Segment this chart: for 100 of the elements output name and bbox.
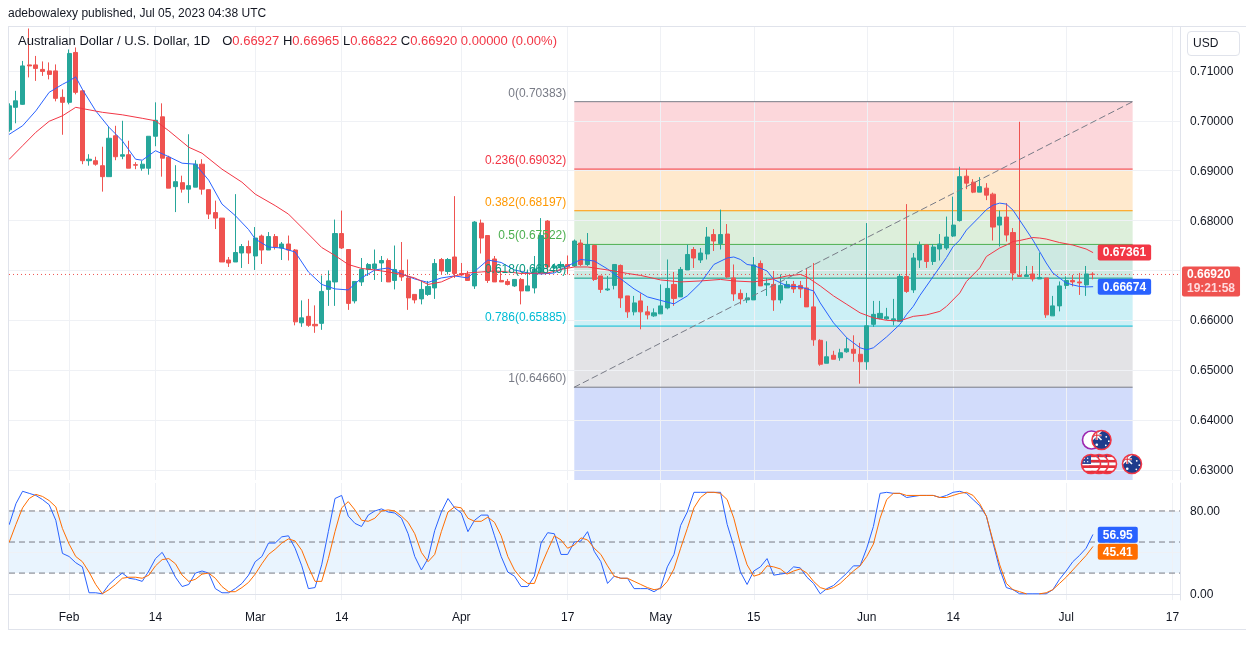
candlestick bbox=[40, 60, 45, 77]
candlestick bbox=[924, 243, 929, 269]
candlestick bbox=[698, 247, 703, 264]
candlestick bbox=[153, 101, 158, 147]
candlestick bbox=[1070, 274, 1075, 287]
candlestick bbox=[632, 295, 637, 316]
candlestick bbox=[67, 48, 72, 105]
ref-line-label: 0.66920 bbox=[1187, 267, 1231, 282]
ref-line-label: 0.382(0.68197) bbox=[484, 194, 567, 209]
candlestick bbox=[266, 231, 271, 251]
x-tick-label: 14 bbox=[148, 610, 163, 624]
candlestick bbox=[711, 228, 716, 252]
candlestick bbox=[638, 292, 643, 330]
candlestick bbox=[971, 178, 976, 194]
x-tick-label: 15 bbox=[747, 610, 761, 624]
text: adebowalexy published, Jul 05, 2023 04:38 UTC bbox=[8, 5, 267, 21]
candlestick bbox=[113, 125, 118, 161]
x-tick-label: 17 bbox=[560, 610, 575, 624]
line-series bbox=[9, 106, 1094, 322]
candlestick bbox=[1084, 265, 1089, 297]
candlestick bbox=[445, 257, 451, 275]
candlestick bbox=[671, 271, 677, 307]
candlestick bbox=[678, 266, 683, 298]
candlestick bbox=[253, 226, 258, 271]
y-tick-label: 0.70000 bbox=[1190, 113, 1234, 128]
candlestick bbox=[818, 338, 823, 367]
candlestick bbox=[705, 226, 710, 260]
line-series bbox=[9, 76, 1094, 351]
y-tick-label: 0.00 bbox=[1190, 586, 1214, 601]
candlestick bbox=[1050, 295, 1055, 317]
x-tick-label: May bbox=[649, 610, 673, 624]
candlestick bbox=[519, 277, 524, 305]
candlestick bbox=[126, 140, 131, 169]
candlestick bbox=[293, 248, 298, 326]
ref-line-label: 0.786(0.65885) bbox=[484, 310, 567, 325]
candlestick bbox=[572, 239, 577, 268]
candlestick bbox=[1037, 252, 1042, 280]
y-tick-label: 80.00 bbox=[1190, 503, 1221, 518]
data-label: 56.95 bbox=[1102, 527, 1134, 542]
y-tick-label: 0.68000 bbox=[1190, 213, 1234, 228]
candlestick bbox=[1057, 280, 1062, 312]
x-tick-label: 14 bbox=[334, 610, 349, 624]
ref-line-label: 0(0.70383) bbox=[508, 85, 567, 100]
candlestick bbox=[100, 146, 105, 193]
text: O0.66927 H0.66965 L0.66822 C0.66920 0.00000 (0.00%) bbox=[222, 33, 557, 48]
y-tick-label: 0.63000 bbox=[1190, 463, 1234, 478]
candlestick bbox=[1024, 265, 1029, 277]
candlestick bbox=[20, 60, 25, 106]
candlestick bbox=[625, 295, 630, 319]
data-label: 0.67361 bbox=[1102, 245, 1147, 260]
candlestick bbox=[193, 159, 198, 188]
candlestick bbox=[286, 235, 291, 261]
candlestick bbox=[80, 88, 85, 165]
data-label: 45.41 bbox=[1102, 544, 1134, 559]
x-tick-label: Apr bbox=[451, 610, 471, 624]
candlestick bbox=[133, 161, 138, 170]
y-tick-label: 0.69000 bbox=[1190, 163, 1234, 178]
candlestick bbox=[173, 164, 178, 213]
candlestick bbox=[831, 350, 836, 360]
candlestick bbox=[764, 277, 770, 297]
candlestick bbox=[718, 209, 723, 251]
candlestick bbox=[864, 222, 869, 371]
candlestick bbox=[824, 340, 829, 364]
candlestick bbox=[851, 334, 856, 363]
x-tick-label: Mar bbox=[244, 610, 266, 624]
ref-line-label: 0.236(0.69032) bbox=[484, 153, 567, 168]
candlestick bbox=[585, 232, 590, 267]
candlestick bbox=[605, 275, 610, 292]
candlestick bbox=[838, 348, 843, 362]
candlestick bbox=[858, 342, 863, 385]
candlestick bbox=[771, 270, 776, 312]
candlestick bbox=[691, 246, 696, 269]
y-tick-label: 0.71000 bbox=[1190, 63, 1234, 78]
candlestick bbox=[512, 278, 517, 288]
candlestick bbox=[273, 233, 278, 251]
y-tick-label: 0.66000 bbox=[1190, 313, 1234, 328]
candlestick bbox=[379, 255, 384, 283]
candlestick bbox=[73, 46, 78, 95]
candlestick bbox=[811, 262, 816, 347]
x-tick-label: 17 bbox=[1165, 610, 1180, 624]
candlestick bbox=[180, 175, 185, 194]
candlestick bbox=[86, 153, 92, 167]
y-tick-label: 0.64000 bbox=[1190, 413, 1234, 428]
candlestick bbox=[944, 216, 949, 251]
y-tick-label: 0.65000 bbox=[1190, 363, 1234, 378]
candlestick bbox=[951, 196, 956, 238]
candlestick bbox=[246, 240, 251, 265]
x-tick-label: Jul bbox=[1058, 610, 1074, 624]
candlestick bbox=[352, 280, 357, 304]
candlestick bbox=[472, 220, 477, 290]
candlestick bbox=[186, 133, 191, 204]
data-label: 0.66674 bbox=[1102, 279, 1147, 294]
candlestick bbox=[578, 239, 583, 267]
candlestick bbox=[665, 258, 670, 310]
candlestick bbox=[957, 166, 962, 223]
candlestick bbox=[645, 305, 650, 320]
candlestick bbox=[844, 337, 849, 354]
candlestick bbox=[259, 234, 264, 265]
candlestick bbox=[1044, 277, 1049, 319]
y-axis-title: USD bbox=[1187, 31, 1240, 56]
